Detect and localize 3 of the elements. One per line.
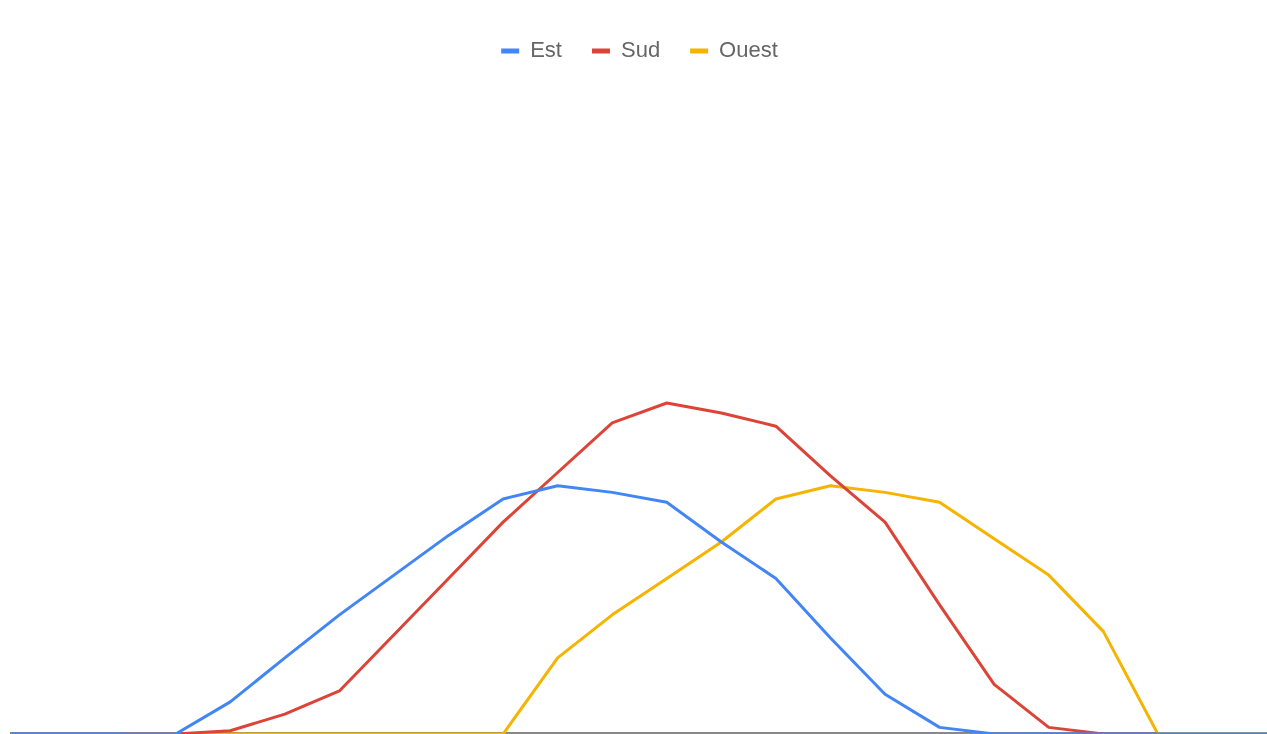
legend-label: Sud [620, 37, 661, 63]
legend-label: Ouest [719, 37, 778, 63]
legend-label: Est [530, 37, 562, 63]
